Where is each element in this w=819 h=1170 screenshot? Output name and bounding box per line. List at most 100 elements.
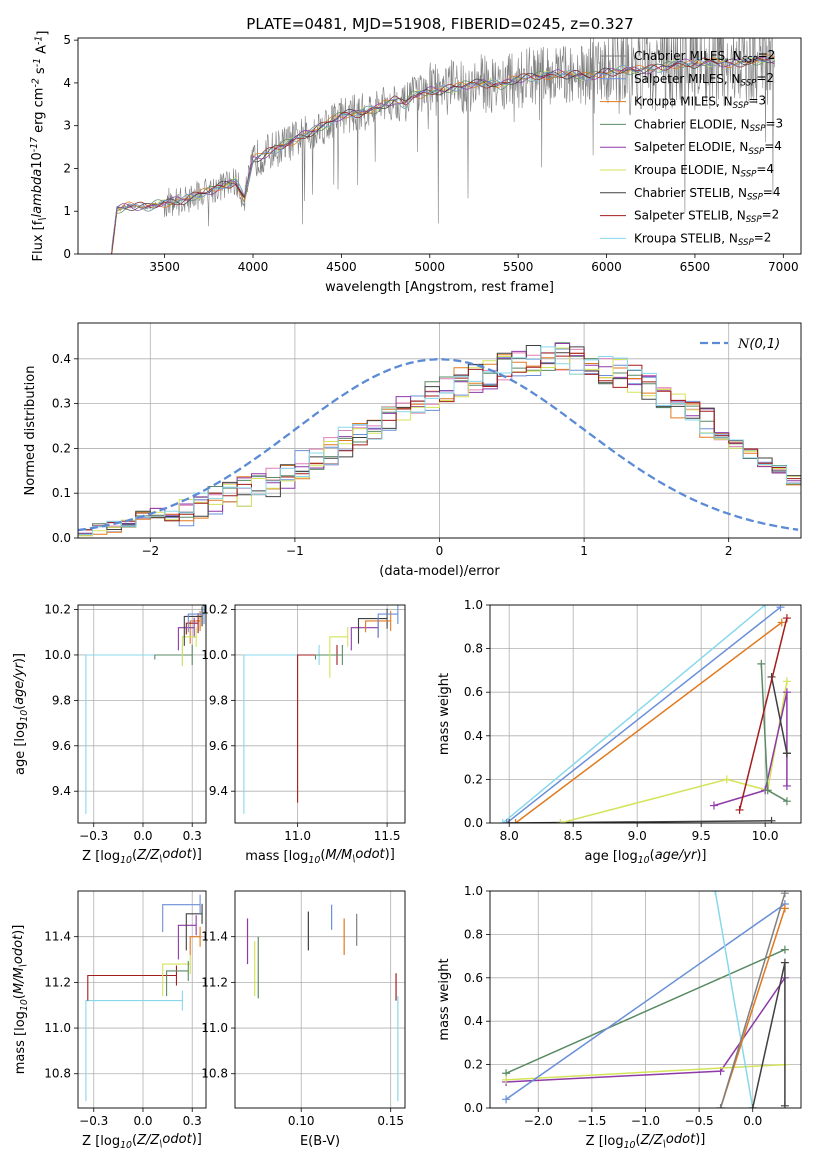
step-series-4	[177, 924, 197, 960]
step-series-4	[350, 627, 379, 651]
step-series-4	[177, 627, 195, 651]
x-tick-label: 8.5	[564, 829, 583, 843]
y-tick-label: 1	[63, 204, 71, 218]
y-tick-label: 0.6	[464, 685, 483, 699]
histogram-8	[78, 346, 801, 536]
step-series-5	[181, 636, 197, 667]
step-series-5	[329, 636, 348, 678]
x-tick-label: 9.0	[628, 829, 647, 843]
x-tick-label: 8.0	[500, 829, 519, 843]
x-tick-label: 6000	[591, 260, 622, 274]
y-tick-label: 11.0	[201, 1021, 228, 1035]
y-tick-label: 9.6	[209, 739, 228, 753]
step-series-3	[314, 654, 343, 660]
step-series-2	[189, 936, 201, 955]
weight-marker-1	[502, 1095, 511, 1104]
x-tick-label: 11.5	[374, 829, 401, 843]
weight-marker-6	[782, 749, 791, 758]
histogram-5	[78, 347, 801, 537]
weight-line-0	[719, 892, 786, 1108]
y-axis-label: age [log10(age/yr)]	[12, 653, 30, 775]
y-tick-label: 10.2	[44, 603, 71, 617]
axes-frame	[77, 890, 207, 1109]
x-tick-label: 11.0	[284, 829, 311, 843]
weight-line-1	[506, 606, 781, 823]
x-axis-label: wavelength [Angstrom, rest frame]	[325, 280, 554, 295]
histogram-6	[78, 345, 801, 535]
x-tick-label: 0.0	[133, 829, 152, 843]
plot-area	[111, 38, 775, 254]
y-axis-label: mass weight	[437, 673, 452, 755]
y-tick-label: 0.2	[464, 1058, 483, 1072]
weight-marker-0	[780, 891, 789, 898]
step-series-6	[357, 618, 388, 644]
x-axis-label: Z [log10(Z/Z\odot)]	[586, 1132, 706, 1151]
step-series-8	[85, 654, 183, 814]
weight-marker-0	[716, 1104, 725, 1108]
y-tick-label: 2	[63, 161, 71, 175]
step-series-8	[85, 1000, 183, 1102]
weight-marker-5	[556, 819, 565, 823]
weight-line-3	[505, 948, 786, 1074]
x-tick-label: 0.3	[183, 829, 202, 843]
x-tick-label: 4500	[326, 260, 357, 274]
weight-marker-2	[511, 819, 520, 823]
axes-frame	[77, 604, 207, 824]
y-tick-label: 0.0	[52, 531, 71, 545]
step-series-2	[189, 620, 201, 644]
model-line-1	[111, 56, 775, 250]
y-tick-label: 5	[63, 33, 71, 47]
weight-marker-8	[498, 819, 507, 823]
weight-marker-6	[780, 1101, 789, 1108]
x-tick-label: 5000	[415, 260, 446, 274]
weight-marker-6	[748, 1104, 757, 1108]
step-series-3	[154, 654, 193, 660]
weight-marker-8	[761, 605, 770, 609]
x-tick-label: 0.10	[288, 1114, 315, 1128]
x-tick-label: −0.5	[685, 1114, 714, 1128]
x-tick-label: 3500	[149, 260, 180, 274]
step-series-7	[87, 974, 177, 1001]
y-tick-label: 10.8	[201, 1067, 228, 1081]
panel-mass-vs-extinction: 0.10 0.15 10.8 11.0 11.2 11.4 E(B-V)	[201, 890, 406, 1149]
y-tick-label: 4	[63, 76, 71, 90]
plot-area	[243, 605, 399, 814]
x-tick-label: −0.3	[79, 829, 108, 843]
y-tick-label: 1.0	[464, 884, 483, 898]
y-tick-label: 10.2	[201, 603, 228, 617]
y-tick-label: 11.2	[44, 975, 71, 989]
legend-entry: Kroupa MILES, NSSP=3	[634, 94, 766, 112]
legend-entry: Chabrier ELODIE, NSSP=3	[634, 116, 783, 134]
axes-frame	[489, 604, 802, 824]
weight-marker-2	[780, 904, 789, 913]
step-series-1	[377, 613, 398, 637]
plot-area	[78, 342, 801, 537]
step-series-8	[243, 654, 320, 814]
weight-marker-1	[776, 605, 785, 612]
y-tick-label: 11.0	[44, 1021, 71, 1035]
axes-frame	[234, 890, 406, 1109]
plot-area	[85, 605, 205, 814]
x-tick-label: −0.3	[79, 1114, 108, 1128]
plot-area	[498, 605, 791, 823]
step-series-6	[183, 615, 203, 646]
y-tick-label: 0.8	[464, 927, 483, 941]
weight-line-7	[738, 617, 788, 811]
weight-marker-6	[780, 958, 789, 967]
model-line-3	[111, 56, 775, 254]
model-line-5	[111, 56, 775, 250]
x-tick-label: 0.0	[743, 1114, 762, 1128]
y-tick-label: 3	[63, 119, 71, 133]
weight-marker-5	[722, 775, 731, 784]
y-tick-label: 0.2	[464, 772, 483, 786]
plot-area	[85, 894, 203, 1102]
y-tick-label: 0.0	[464, 1101, 483, 1115]
panel-age-vs-mass: 11.0 11.5 9.4 9.6 9.8 10.0 10.2 mass [log10(M/M…	[201, 603, 406, 866]
y-tick-label: 11.4	[44, 930, 71, 944]
x-tick-label: 7000	[768, 260, 799, 274]
weight-marker-4	[782, 688, 791, 697]
legend-entry: Kroupa STELIB, NSSP=2	[634, 230, 771, 248]
weight-marker-4	[709, 801, 718, 810]
plot-area	[246, 904, 399, 1102]
